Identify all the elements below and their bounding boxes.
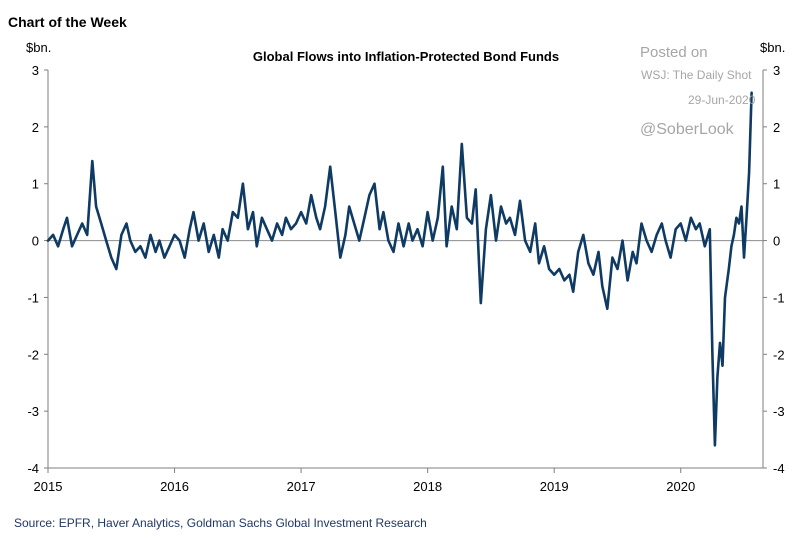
watermark-publication: WSJ: The Daily Shot bbox=[641, 68, 752, 82]
y-tick-label-right: -4 bbox=[773, 461, 785, 476]
x-tick-label: 2017 bbox=[287, 479, 316, 494]
y-tick-label-right: 3 bbox=[773, 63, 780, 78]
y-tick-label-right: 2 bbox=[773, 120, 780, 135]
y-tick-label-left: 2 bbox=[32, 120, 39, 135]
watermark-handle: @SoberLook bbox=[640, 121, 734, 138]
watermark-posted-on: Posted on bbox=[640, 44, 708, 61]
x-tick-label: 2018 bbox=[413, 479, 442, 494]
source-note: Source: EPFR, Haver Analytics, Goldman S… bbox=[14, 516, 427, 530]
chart-series bbox=[46, 91, 753, 447]
x-tick-label: 2020 bbox=[666, 479, 695, 494]
y-tick-label-left: -3 bbox=[27, 404, 39, 419]
y-tick-label-right: 1 bbox=[773, 177, 780, 192]
x-tick-label: 2015 bbox=[34, 479, 63, 494]
x-tick-label: 2016 bbox=[160, 479, 189, 494]
y-tick-label-left: 0 bbox=[32, 234, 39, 249]
y-tick-label-left: 3 bbox=[32, 63, 39, 78]
y-tick-label-left: -4 bbox=[27, 461, 39, 476]
y-tick-label-left: 1 bbox=[32, 177, 39, 192]
y-tick-label-right: -1 bbox=[773, 290, 785, 305]
chart-title: Global Flows into Inflation-Protected Bo… bbox=[252, 49, 560, 64]
y-axis-unit-left: $bn. bbox=[26, 40, 52, 55]
y-tick-label-right: -3 bbox=[773, 404, 785, 419]
y-tick-label-right: -2 bbox=[773, 347, 785, 362]
series-line bbox=[46, 91, 753, 447]
header-label: Chart of the Week bbox=[8, 14, 127, 30]
y-tick-label-left: -1 bbox=[27, 290, 39, 305]
watermark-date: 29-Jun-2020 bbox=[688, 93, 756, 107]
y-axis-unit-right: $bn. bbox=[760, 40, 786, 55]
chart-ticks: 3 3 2 2 1 1 0 0 -1 -1 -2 -2 -3 -3 -4 -4 2015 2016 2017 2018… bbox=[27, 63, 784, 494]
y-tick-label-right: 0 bbox=[773, 234, 780, 249]
x-tick-label: 2019 bbox=[540, 479, 569, 494]
y-tick-label-left: -2 bbox=[27, 347, 39, 362]
